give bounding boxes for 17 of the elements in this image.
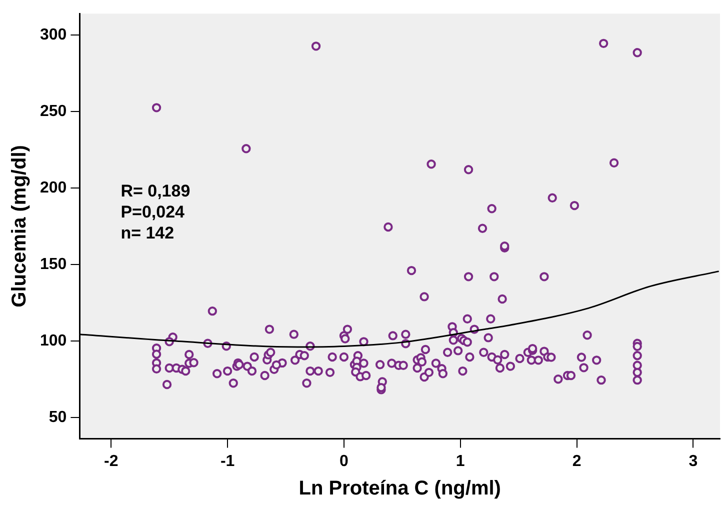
x-tick-label: 2 <box>572 452 582 470</box>
y-tick-label: 300 <box>40 26 67 44</box>
y-tick-label: 50 <box>48 408 67 426</box>
y-tick-label: 150 <box>40 256 67 273</box>
x-tick-label: 0 <box>340 452 349 470</box>
x-axis-title: Ln Proteína C (ng/ml) <box>298 478 501 500</box>
x-tick-label: -2 <box>104 452 118 470</box>
annotation: n= 142 <box>120 224 174 243</box>
y-axis-title: Glucemia (mg/dl) <box>8 145 31 308</box>
x-tick-label: 3 <box>688 452 698 470</box>
y-tick-label: 250 <box>40 102 67 120</box>
annotation: P=0,024 <box>120 202 186 222</box>
y-tick-label: 200 <box>40 179 67 196</box>
x-tick-label: -1 <box>220 452 235 470</box>
y-tick-label: 100 <box>40 332 67 350</box>
x-tick-label: 1 <box>456 452 465 470</box>
annotation: R= 0,189 <box>120 182 190 201</box>
